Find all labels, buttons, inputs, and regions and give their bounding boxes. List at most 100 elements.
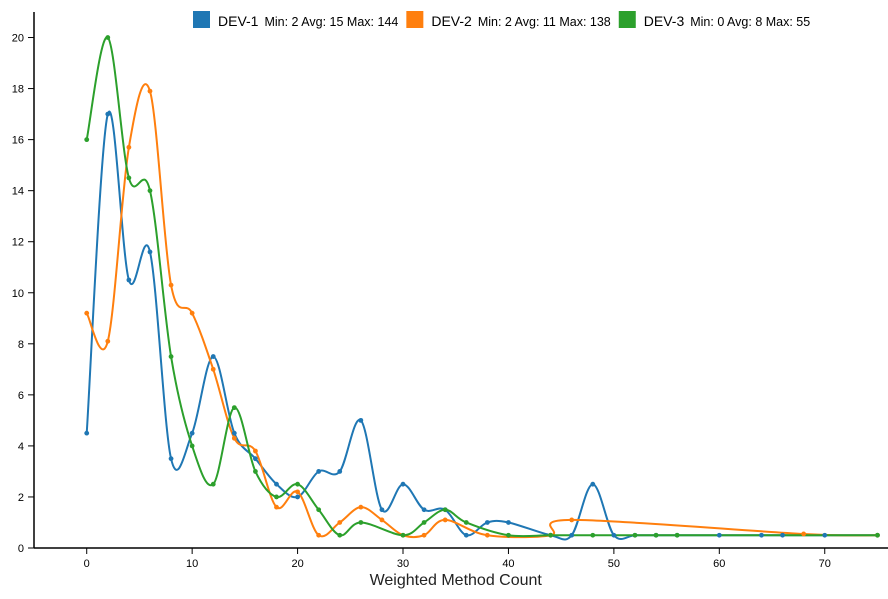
data-point-dev-3[interactable] bbox=[400, 532, 406, 538]
data-point-dev-3[interactable] bbox=[274, 494, 279, 500]
data-point-dev-1[interactable] bbox=[231, 430, 237, 436]
data-point-dev-1[interactable] bbox=[126, 277, 132, 283]
legend-name-dev-1: DEV-1 bbox=[218, 13, 259, 29]
y-tick-label: 10 bbox=[12, 288, 24, 300]
data-point-dev-3[interactable] bbox=[674, 532, 680, 538]
data-point-dev-1[interactable] bbox=[105, 111, 111, 117]
x-tick-label: 40 bbox=[502, 558, 514, 570]
data-point-dev-2[interactable] bbox=[379, 517, 385, 523]
y-tick-label: 14 bbox=[12, 186, 24, 198]
data-point-dev-2[interactable] bbox=[442, 517, 448, 523]
data-point-dev-1[interactable] bbox=[337, 469, 343, 474]
data-point-dev-2[interactable] bbox=[274, 504, 279, 510]
data-point-dev-1[interactable] bbox=[780, 532, 785, 538]
data-point-dev-1[interactable] bbox=[274, 481, 279, 487]
data-point-dev-1[interactable] bbox=[506, 520, 511, 525]
legend-item-dev-2[interactable]: DEV-2 Min: 2 Avg: 11 Max: 138 bbox=[406, 11, 611, 29]
data-point-dev-3[interactable] bbox=[506, 532, 511, 538]
data-point-dev-1[interactable] bbox=[463, 532, 469, 538]
legend-swatch-dev-2 bbox=[406, 11, 424, 28]
y-tick-label: 4 bbox=[18, 441, 24, 453]
data-point-dev-2[interactable] bbox=[231, 435, 237, 441]
series-lines bbox=[85, 36, 878, 541]
data-point-dev-2[interactable] bbox=[105, 338, 111, 344]
data-point-dev-2[interactable] bbox=[147, 88, 153, 94]
data-point-dev-3[interactable] bbox=[253, 469, 258, 474]
legend-name-dev-3: DEV-3 bbox=[644, 13, 685, 29]
data-point-dev-3[interactable] bbox=[632, 532, 638, 538]
x-tick-label: 20 bbox=[291, 558, 303, 570]
data-point-dev-1[interactable] bbox=[189, 430, 195, 436]
data-point-dev-1[interactable] bbox=[168, 456, 174, 462]
data-point-dev-2[interactable] bbox=[337, 520, 343, 525]
data-point-dev-3[interactable] bbox=[147, 188, 153, 194]
data-point-dev-2[interactable] bbox=[168, 282, 174, 288]
data-point-dev-1[interactable] bbox=[210, 354, 216, 359]
legend-name-dev-2: DEV-2 bbox=[431, 13, 472, 29]
data-point-dev-3[interactable] bbox=[84, 137, 90, 143]
legend-item-dev-1[interactable]: DEV-1 Min: 2 Avg: 15 Max: 144 bbox=[193, 11, 398, 29]
data-point-dev-3[interactable] bbox=[168, 354, 174, 359]
data-point-dev-1[interactable] bbox=[590, 481, 596, 487]
data-point-dev-1[interactable] bbox=[421, 507, 427, 513]
data-point-dev-1[interactable] bbox=[569, 532, 575, 538]
data-point-dev-2[interactable] bbox=[358, 504, 364, 510]
legend-stats-dev-2: Min: 2 Avg: 11 Max: 138 bbox=[478, 15, 611, 29]
data-point-dev-2[interactable] bbox=[484, 532, 490, 538]
series-line-dev-2 bbox=[85, 83, 878, 539]
data-point-dev-1[interactable] bbox=[484, 520, 490, 525]
x-tick-label: 70 bbox=[819, 558, 831, 570]
data-point-dev-2[interactable] bbox=[84, 310, 90, 316]
legend-stats-dev-1: Min: 2 Avg: 15 Max: 144 bbox=[264, 15, 398, 29]
data-point-dev-3[interactable] bbox=[590, 532, 596, 538]
y-tick-label: 8 bbox=[18, 339, 24, 351]
data-point-dev-1[interactable] bbox=[358, 417, 364, 423]
y-tick-label: 16 bbox=[12, 135, 24, 147]
data-point-dev-2[interactable] bbox=[316, 532, 322, 538]
data-point-dev-3[interactable] bbox=[337, 532, 343, 538]
data-point-dev-1[interactable] bbox=[316, 469, 322, 474]
data-point-dev-2[interactable] bbox=[421, 532, 427, 538]
x-tick-label: 10 bbox=[186, 558, 198, 570]
data-point-dev-1[interactable] bbox=[84, 430, 90, 436]
data-point-dev-1[interactable] bbox=[611, 532, 617, 538]
data-point-dev-3[interactable] bbox=[442, 507, 448, 513]
data-point-dev-3[interactable] bbox=[316, 507, 322, 513]
y-tick-label: 0 bbox=[18, 543, 24, 555]
data-point-dev-1[interactable] bbox=[400, 481, 406, 487]
data-point-dev-2[interactable] bbox=[210, 366, 216, 372]
data-point-dev-3[interactable] bbox=[463, 520, 469, 525]
series-line-dev-1 bbox=[85, 110, 878, 541]
data-point-dev-1[interactable] bbox=[379, 507, 385, 513]
y-tick-label: 18 bbox=[12, 84, 24, 96]
data-point-dev-1[interactable] bbox=[253, 456, 258, 462]
data-point-dev-3[interactable] bbox=[105, 35, 111, 40]
data-point-dev-2[interactable] bbox=[569, 517, 575, 523]
data-point-dev-1[interactable] bbox=[295, 494, 300, 500]
data-point-dev-3[interactable] bbox=[548, 532, 554, 538]
data-point-dev-1[interactable] bbox=[759, 532, 764, 538]
data-point-dev-3[interactable] bbox=[421, 520, 427, 525]
y-tick-label: 12 bbox=[12, 237, 24, 249]
data-point-dev-2[interactable] bbox=[126, 144, 132, 150]
data-point-dev-1[interactable] bbox=[822, 532, 828, 538]
data-point-dev-3[interactable] bbox=[231, 405, 237, 411]
data-point-dev-1[interactable] bbox=[716, 532, 722, 538]
data-point-dev-1[interactable] bbox=[147, 249, 153, 255]
legend-swatch-dev-1 bbox=[193, 11, 210, 28]
data-point-dev-3[interactable] bbox=[295, 481, 300, 487]
legend-item-dev-3[interactable]: DEV-3 Min: 0 Avg: 8 Max: 55 bbox=[618, 11, 810, 29]
x-tick-label: 30 bbox=[397, 558, 409, 570]
x-axis-label: Weighted Method Count bbox=[370, 572, 543, 589]
data-point-dev-2[interactable] bbox=[189, 310, 195, 316]
data-point-dev-2[interactable] bbox=[801, 531, 807, 537]
data-point-dev-3[interactable] bbox=[189, 443, 195, 449]
data-point-dev-3[interactable] bbox=[875, 532, 880, 538]
data-point-dev-3[interactable] bbox=[653, 532, 659, 538]
data-point-dev-3[interactable] bbox=[126, 175, 132, 181]
data-point-dev-3[interactable] bbox=[210, 481, 216, 487]
data-point-dev-3[interactable] bbox=[358, 520, 364, 525]
data-point-dev-2[interactable] bbox=[295, 489, 300, 495]
data-point-dev-2[interactable] bbox=[253, 448, 258, 454]
